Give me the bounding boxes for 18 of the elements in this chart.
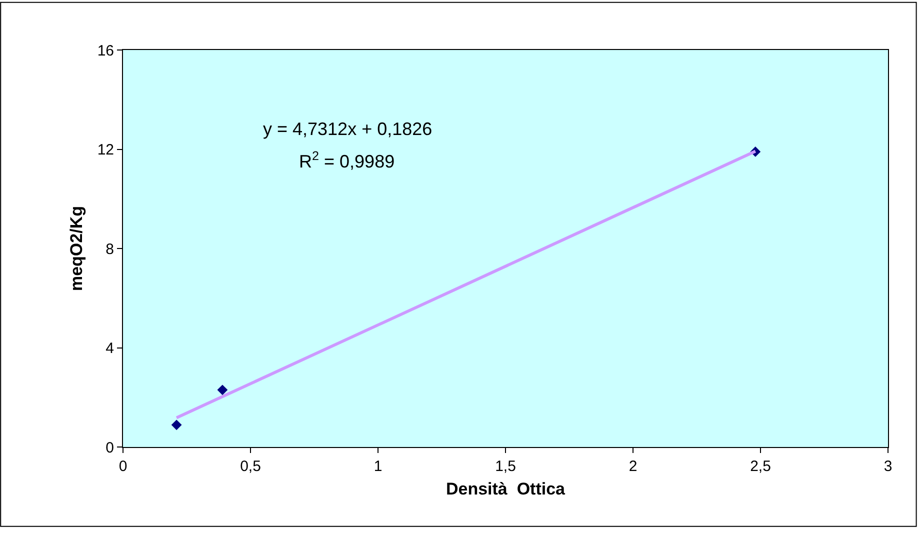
x-axis-title: Densità Ottica bbox=[446, 479, 566, 498]
y-tick-label: 16 bbox=[97, 42, 114, 60]
x-tick-label: 2 bbox=[628, 458, 638, 475]
y-tick-label: 0 bbox=[106, 439, 114, 456]
y-tick-label: 8 bbox=[106, 240, 114, 258]
x-tick-label: 0 bbox=[118, 458, 128, 475]
x-tick-label: 1 bbox=[374, 458, 382, 475]
x-tick-label: 2,5 bbox=[750, 458, 771, 475]
point bbox=[171, 420, 182, 430]
annotation: y = 4,7312x + 0,1826 bbox=[263, 119, 432, 139]
point bbox=[217, 384, 228, 396]
y-axis-title: meqO2/Kg bbox=[66, 206, 86, 292]
x-tick-label: 1,5 bbox=[495, 458, 516, 475]
x-tick-label: 0,5 bbox=[240, 458, 261, 475]
y-tick-label: 4 bbox=[106, 340, 114, 357]
x-tick-label: 3 bbox=[884, 458, 892, 475]
annotation: R$^{2}$ = 0,9989 bbox=[299, 149, 395, 172]
y-tick-label: 12 bbox=[97, 142, 114, 158]
